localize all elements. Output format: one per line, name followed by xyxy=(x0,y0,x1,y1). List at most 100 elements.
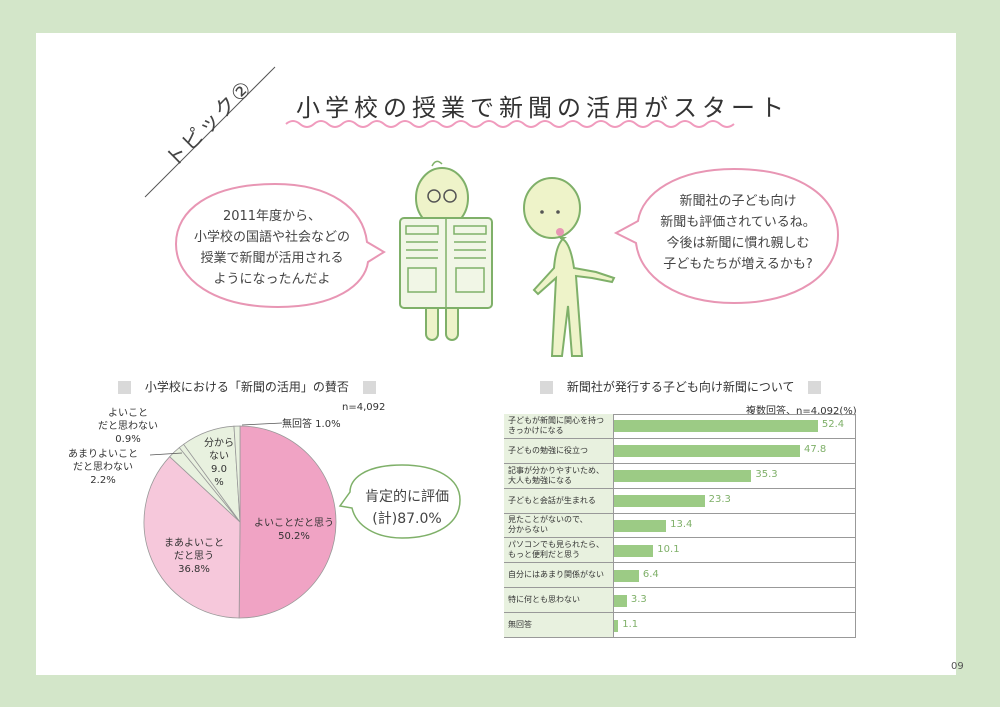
speech-bubble-right xyxy=(613,167,840,305)
page-number: 09 xyxy=(951,661,964,672)
bar-row: 記事が分かりやすいため、 大人も勉強になる 35.3 xyxy=(504,463,856,489)
annotation-line: 肯定的に評価 xyxy=(365,489,449,505)
bar-category-label: 見たことがないので、 分からない xyxy=(504,513,614,538)
pie-chart-note: n=4,092 xyxy=(342,402,386,413)
annotation-bubble xyxy=(338,464,461,539)
bar-category-label: 記事が分かりやすいため、 大人も勉強になる xyxy=(504,463,614,488)
title-marker-icon xyxy=(118,381,131,394)
pie-label-line: 9.0 xyxy=(211,464,227,475)
bar-row: 子どもが新聞に関心を持つ きっかけになる 52.4 xyxy=(504,414,856,439)
bar-row: 見たことがないので、 分からない 13.4 xyxy=(504,513,856,539)
title-wavy-underline xyxy=(285,120,735,128)
bar-value-label: 23.3 xyxy=(708,494,731,506)
bar-category-label: 子どもと会話が生まれる xyxy=(504,488,614,513)
pie-label-line: 分から xyxy=(204,438,234,449)
bar-value-label: 6.4 xyxy=(642,568,659,580)
bar-category-label: 無回答 xyxy=(504,613,614,637)
bar-category-line: きっかけになる xyxy=(508,425,564,435)
bar-value-label: 10.1 xyxy=(657,543,680,555)
bar xyxy=(614,544,654,557)
pie-label-line: よいことだと思う xyxy=(254,518,334,529)
bubble-left-line: 授業で新聞が活用される xyxy=(200,251,344,266)
pie-label-line: 0.9% xyxy=(115,434,141,445)
pie-label-s4: 分から ない 9.0 % xyxy=(204,437,234,489)
pie-slice-yoi xyxy=(238,425,337,619)
pie-label-s3: よいこと だと思わない 0.9% xyxy=(98,407,158,446)
bar-category-line: もっと便利だと思う xyxy=(508,550,580,560)
pie-label-line: 50.2% xyxy=(278,531,310,542)
pie-label-line: まあよいこと xyxy=(164,538,224,549)
bubble-right-line: 新聞も評価されているね。 xyxy=(660,215,816,230)
pie-label-s1: まあよいこと だと思う 36.8% xyxy=(164,537,224,576)
bar-category-label: パソコンでも見られたら、 もっと便利だと思う xyxy=(504,538,614,563)
character-child xyxy=(523,177,616,357)
pie-label-s2: あまりよいこと だと思わない 2.2% xyxy=(68,448,138,487)
bar-category-line: 子どもと会話が生まれる xyxy=(508,495,596,505)
speech-bubble-left xyxy=(174,182,386,309)
bubble-right-text: 新聞社の子ども向け 新聞も評価されているね。 今後は新聞に慣れ親しむ 子どもたち… xyxy=(648,191,828,275)
bubble-right-line: 今後は新聞に慣れ親しむ xyxy=(666,236,810,251)
bubble-right-line: 新聞社の子ども向け xyxy=(679,194,797,209)
pie-label-s5: 無回答 1.0% xyxy=(282,419,341,430)
bar-chart-title: 新聞社が発行する子ども向け新聞について xyxy=(540,378,822,395)
pie-label-s0: よいことだと思う 50.2% xyxy=(254,517,334,543)
bar xyxy=(614,470,752,483)
bar-category-label: 特に何とも思わない xyxy=(504,588,614,613)
pie-label-line: 2.2% xyxy=(90,475,116,486)
bar xyxy=(614,445,800,458)
bar-category-label: 子どもが新聞に関心を持つ きっかけになる xyxy=(504,414,614,438)
title-marker-icon xyxy=(540,381,553,394)
bar-category-line: パソコンでも見られたら、 xyxy=(508,540,604,550)
bar-category-line: 分からない xyxy=(508,525,548,535)
bar-chart: 子どもが新聞に関心を持つ きっかけになる 52.4 子どもの勉強に役立つ 47.8 記事が… xyxy=(504,414,856,638)
pie-slice-mukaito xyxy=(233,425,241,523)
bubble-left-line: 2011年度から、 xyxy=(222,209,322,224)
pie-label-line: % xyxy=(214,477,224,488)
bar-value-label: 13.4 xyxy=(670,518,693,530)
bar-row: 無回答 1.1 xyxy=(504,613,856,638)
bar xyxy=(614,569,639,582)
bar-chart-note: 複数回答、n=4,092(%) xyxy=(746,406,857,417)
annotation-text: 肯定的に評価 (計)87.0% xyxy=(352,486,462,530)
pie-label-line: だと思わない xyxy=(73,462,133,473)
pie-label-line: 36.8% xyxy=(178,564,210,575)
bar-category-line: 子どもの勉強に役立つ xyxy=(508,445,588,455)
page-title: 小学校の授業で新聞の活用がスタート xyxy=(296,94,789,122)
pie-label-line: だと思わない xyxy=(98,421,158,432)
bar-category-line: 子どもが新聞に関心を持つ xyxy=(508,415,604,425)
bar-category-line: 特に何とも思わない xyxy=(508,595,580,605)
pie-label-line: あまりよいこと xyxy=(68,449,138,460)
bar xyxy=(614,420,818,433)
bar xyxy=(614,594,627,607)
bubble-left-line: 小学校の国語や社会などの xyxy=(193,230,350,245)
bubble-right-line: 子どもたちが増えるかも? xyxy=(663,257,813,272)
bar-row: パソコンでも見られたら、 もっと便利だと思う 10.1 xyxy=(504,538,856,564)
bubble-left-line: ようになったんだよ xyxy=(213,272,331,287)
pie-chart-title-text: 小学校における「新聞の活用」の賛否 xyxy=(144,380,349,394)
bar-category-line: 記事が分かりやすいため、 xyxy=(508,465,604,475)
bar-row: 特に何とも思わない 3.3 xyxy=(504,588,856,614)
pie-label-line: ない xyxy=(209,451,229,462)
pie-slice-maa-yoi xyxy=(143,456,241,619)
bar-category-line: 無回答 xyxy=(508,620,532,630)
bar xyxy=(614,619,619,632)
bar-category-label: 子どもの勉強に役立つ xyxy=(504,438,614,463)
title-marker-icon xyxy=(808,381,822,394)
bar-value-label: 35.3 xyxy=(755,469,778,481)
character-reading-newspaper xyxy=(399,160,493,341)
pie-label-line: だと思う xyxy=(174,551,214,562)
topic-divider xyxy=(144,66,276,198)
bar-category-line: 自分にはあまり関係がない xyxy=(508,570,604,580)
bar-row: 子どもと会話が生まれる 23.3 xyxy=(504,488,856,514)
title-marker-icon xyxy=(362,381,376,394)
bar-row: 子どもの勉強に役立つ 47.8 xyxy=(504,438,856,464)
bar-value-label: 3.3 xyxy=(630,593,647,605)
bar-chart-title-text: 新聞社が発行する子ども向け新聞について xyxy=(566,380,795,394)
bar-value-label: 47.8 xyxy=(803,444,827,456)
bar-category-line: 見たことがないので、 xyxy=(508,515,588,525)
bar xyxy=(614,495,705,508)
bar-category-label: 自分にはあまり関係がない xyxy=(504,563,614,588)
bar-value-label: 52.4 xyxy=(821,419,845,431)
pie-leader-lines xyxy=(150,422,283,456)
bar-category-line: 大人も勉強になる xyxy=(508,475,572,485)
